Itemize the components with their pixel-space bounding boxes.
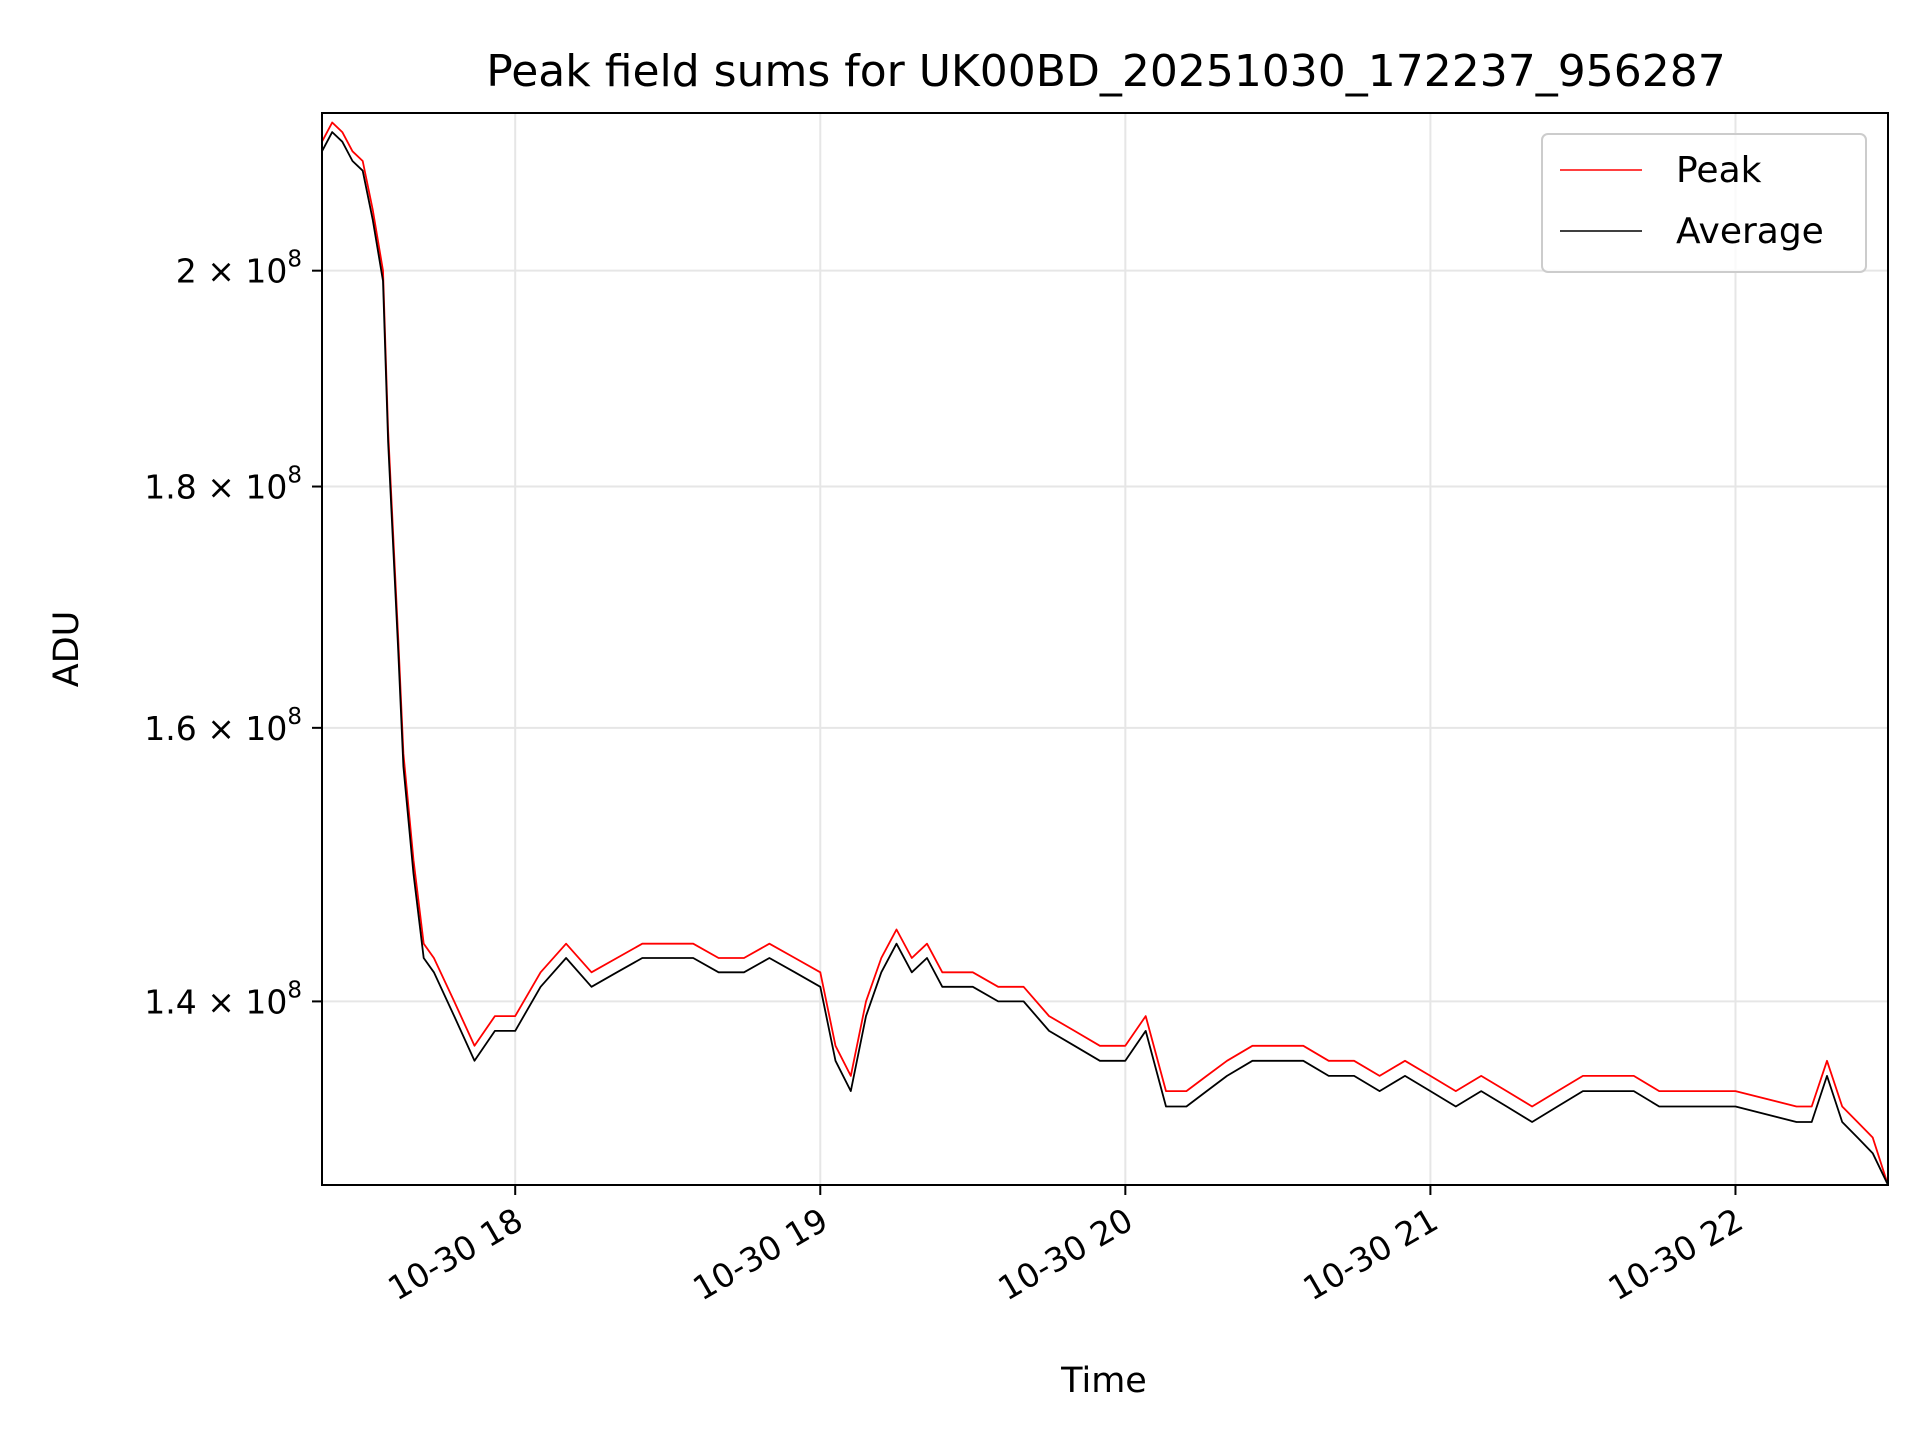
y-axis-title: ADU (47, 611, 87, 688)
y-tick-mantissa: 1.4 × 10 (144, 982, 287, 1021)
y-tick-exponent: 8 (287, 463, 302, 489)
chart-title: Peak field sums for UK00BD_20251030_1722… (486, 46, 1725, 97)
y-tick-label: 1.8 × 108 (144, 463, 302, 507)
legend: Peak Average (1541, 133, 1867, 273)
series-line-average (322, 131, 1888, 1185)
y-tick-mantissa: 2 × 10 (176, 252, 288, 291)
y-tick-mantissa: 1.8 × 10 (144, 468, 287, 507)
y-tick-label: 2 × 108 (176, 247, 302, 291)
legend-label-average: Average (1676, 211, 1824, 252)
y-tick-exponent: 8 (287, 704, 302, 730)
plot-frame (321, 112, 1889, 1186)
legend-box (1541, 133, 1867, 273)
x-axis-title: Time (1060, 1361, 1147, 1401)
legend-label-peak: Peak (1676, 150, 1762, 191)
grid-lines (322, 113, 1888, 1185)
y-tick-exponent: 8 (287, 977, 302, 1003)
y-tick-mantissa: 1.6 × 10 (144, 709, 287, 748)
series-layer (322, 121, 1888, 1185)
y-tick-label: 1.4 × 108 (144, 977, 302, 1021)
y-tick-exponent: 8 (287, 247, 302, 273)
series-line-peak (322, 121, 1888, 1185)
y-tick-label: 1.6 × 108 (144, 704, 302, 748)
